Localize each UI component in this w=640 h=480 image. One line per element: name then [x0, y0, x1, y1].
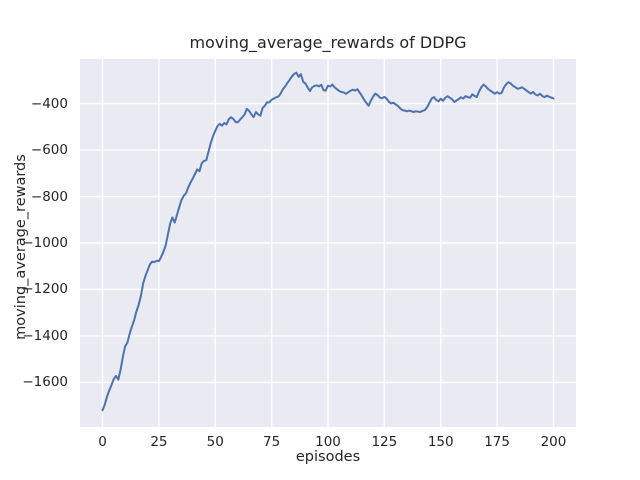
x-tick-label: 0	[98, 434, 107, 450]
y-tick-label: −1200	[22, 281, 68, 298]
y-tick-label: −600	[30, 142, 68, 159]
plot-area	[80, 59, 576, 427]
x-tick-label: 175	[484, 434, 510, 450]
x-axis-label: episodes	[295, 449, 361, 465]
y-tick-label: −400	[30, 95, 68, 112]
plot-svg	[80, 59, 576, 427]
x-tick-label: 100	[315, 434, 341, 450]
gridlines	[80, 59, 576, 427]
chart-title: moving_average_rewards of DDPG	[189, 33, 467, 52]
x-tick-label: 50	[206, 434, 224, 450]
y-tick-label: −1600	[22, 374, 68, 391]
reward-line	[101, 71, 555, 412]
x-tick-label: 25	[150, 434, 168, 450]
x-tick-label: 125	[371, 434, 398, 450]
y-tick-label: −1000	[22, 235, 68, 251]
y-tick-label: −1400	[22, 327, 68, 344]
x-tick-label: 150	[427, 434, 454, 450]
x-tick-label: 75	[263, 434, 281, 450]
y-tick-label: −800	[30, 188, 68, 205]
x-tick-label: 200	[540, 434, 567, 450]
